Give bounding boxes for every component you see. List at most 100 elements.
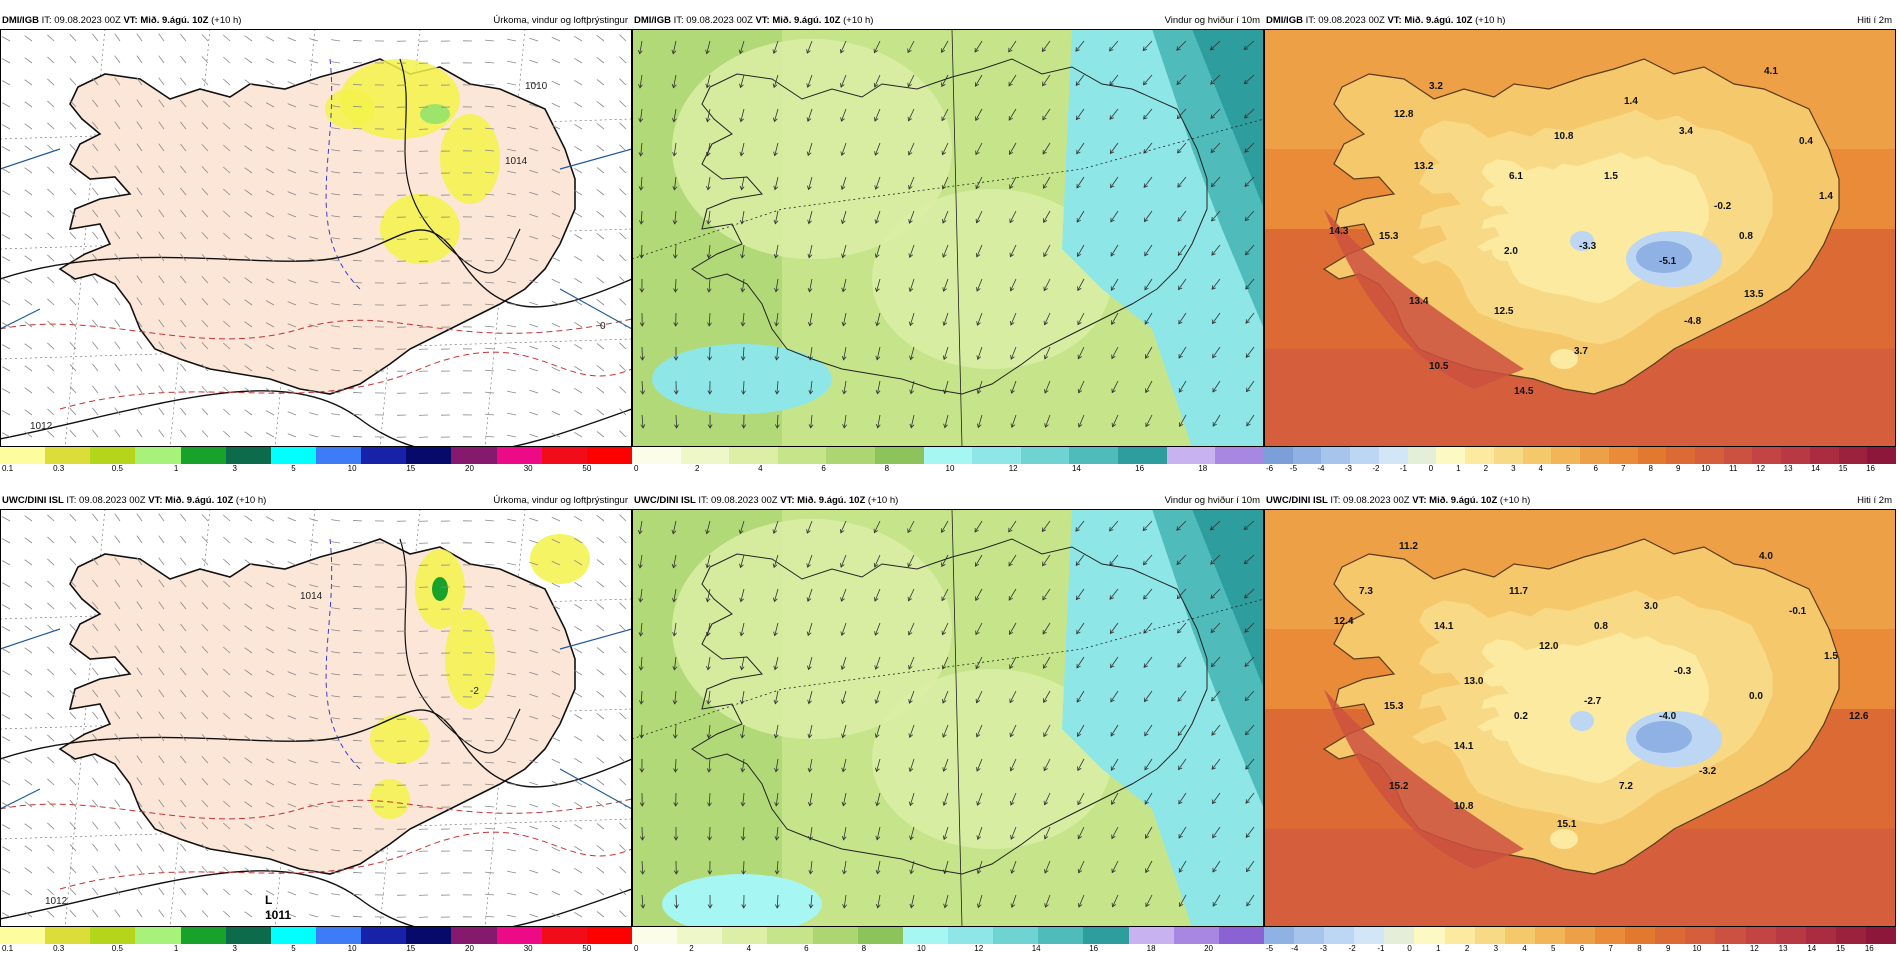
legend-tick-label: 5 <box>1551 944 1555 953</box>
legend-tick-label: 4 <box>1539 464 1543 473</box>
legend-tick-label: -6 <box>1266 464 1273 473</box>
map-label: 1010 <box>525 81 548 92</box>
legend-swatch <box>1839 447 1868 464</box>
legend-swatch <box>1118 447 1167 464</box>
legend-swatch <box>1685 927 1715 944</box>
legend-tick-label: 2 <box>689 944 693 953</box>
legend-tick-label: 12 <box>1756 464 1765 473</box>
lead-time: (+10 h) <box>236 495 266 506</box>
legend-tick-label: 10 <box>348 944 357 953</box>
model-name: UWC/DINI ISL <box>2 495 64 506</box>
legend-tick-label: -1 <box>1400 464 1407 473</box>
map-label: 0.0 <box>1749 691 1763 702</box>
legend-swatch <box>1551 447 1580 464</box>
legend-tick-label: 12 <box>974 944 983 953</box>
legend-swatch <box>1866 927 1896 944</box>
legend-swatch <box>0 927 45 944</box>
legend-tick-label: 11 <box>1721 944 1729 953</box>
legend-swatch <box>1350 447 1379 464</box>
legend-tick-label: 2 <box>695 464 699 473</box>
legend-tick-label: 3 <box>1511 464 1515 473</box>
legend-tick-label: 16 <box>1135 464 1144 473</box>
legend-tick-label: 8 <box>1648 464 1652 473</box>
legend-swatch <box>1595 927 1625 944</box>
legend-swatch <box>1666 447 1695 464</box>
map-label: -3.2 <box>1699 766 1717 777</box>
legend-tick-label: 8 <box>1637 944 1641 953</box>
legend-swatch <box>181 447 226 464</box>
map-label: 3.7 <box>1574 346 1588 357</box>
legend-swatch <box>1294 927 1324 944</box>
legend-swatch <box>1083 927 1128 944</box>
legend-tick-label: 6 <box>804 944 808 953</box>
legend-tick-label: 10 <box>348 464 357 473</box>
legend-tick-label: 0.3 <box>53 944 64 953</box>
legend-swatch <box>1408 447 1437 464</box>
map-label: 1.5 <box>1824 651 1838 662</box>
init-time: IT: 09.08.2023 00Z <box>66 495 145 506</box>
legend-tick-label: 6 <box>1580 944 1584 953</box>
legend-swatch <box>729 447 778 464</box>
map-panel-precip: DMI/IGB IT: 09.08.2023 00Z VT: Mið. 9.ág… <box>0 13 632 478</box>
legend-tick-label: 15 <box>406 464 415 473</box>
map-label: 1011 <box>265 908 291 922</box>
map-label: -0.2 <box>1714 201 1732 212</box>
temperature-shading <box>1264 29 1896 447</box>
legend-swatch <box>135 927 180 944</box>
legend-swatch <box>497 927 542 944</box>
panel-title: Úrkoma, vindur og loftþrýstingur <box>493 493 628 509</box>
panel-header: UWC/DINI ISL IT: 09.08.2023 00Z VT: Mið.… <box>1264 493 1896 509</box>
lead-time: (+10 h) <box>868 495 898 506</box>
map-label: 0.8 <box>1594 621 1608 632</box>
legend-swatch <box>0 447 45 464</box>
legend-tick-label: 50 <box>582 464 591 473</box>
map-label: 0.4 <box>1799 136 1813 147</box>
legend-swatch <box>316 927 361 944</box>
legend-swatch <box>542 447 587 464</box>
legend-tick-label: 2 <box>1484 464 1488 473</box>
color-legend-bar <box>1264 927 1896 944</box>
run-info: UWC/DINI ISL IT: 09.08.2023 00Z VT: Mið.… <box>2 493 266 509</box>
panel-header: DMI/IGB IT: 09.08.2023 00Z VT: Mið. 9.ág… <box>632 13 1264 29</box>
legend-swatch <box>271 447 316 464</box>
legend-swatch <box>858 927 903 944</box>
valid-time-label: VT: <box>148 495 162 506</box>
legend-swatch <box>406 927 451 944</box>
legend-swatch <box>587 927 632 944</box>
run-info: DMI/IGB IT: 09.08.2023 00Z VT: Mið. 9.ág… <box>634 13 873 29</box>
legend-tick-label: 30 <box>524 464 533 473</box>
legend-tick-label: 8 <box>885 464 889 473</box>
legend-swatch <box>451 447 496 464</box>
legend-swatch <box>1264 927 1294 944</box>
legend-tick-label: 10 <box>917 944 926 953</box>
valid-time: Mið. 9.ágú. 10Z <box>1429 495 1497 506</box>
legend-swatch <box>1324 927 1354 944</box>
legend-tick-label: 0 <box>634 944 638 953</box>
legend-swatch <box>1867 447 1896 464</box>
legend-tick-label: -3 <box>1320 944 1327 953</box>
legend-swatch <box>813 927 858 944</box>
legend-tick-label: 3 <box>1494 944 1498 953</box>
legend-swatch <box>451 927 496 944</box>
init-time: IT: 09.08.2023 00Z <box>1306 15 1385 26</box>
map-panel-wind: DMI/IGB IT: 09.08.2023 00Z VT: Mið. 9.ág… <box>632 13 1264 478</box>
legend-tick-label: -4 <box>1317 464 1324 473</box>
legend-swatch <box>1781 447 1810 464</box>
legend-swatch <box>361 927 406 944</box>
legend-tick-label: 30 <box>524 944 533 953</box>
legend-tick-label: 16 <box>1866 464 1875 473</box>
lead-time: (+10 h) <box>1500 495 1530 506</box>
legend-tick-label: 18 <box>1147 944 1156 953</box>
legend-swatch <box>826 447 875 464</box>
color-legend-bar <box>0 927 632 944</box>
legend-swatch <box>1836 927 1866 944</box>
legend-tick-label: 3 <box>233 944 237 953</box>
color-legend-bar <box>632 447 1264 464</box>
map-label: 3.2 <box>1429 81 1443 92</box>
legend-swatch <box>271 927 316 944</box>
